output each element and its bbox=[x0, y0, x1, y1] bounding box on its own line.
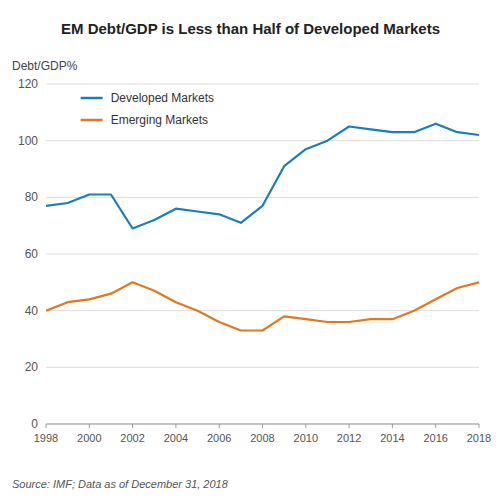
series-line bbox=[46, 282, 479, 330]
y-tick-label: 40 bbox=[25, 304, 39, 318]
chart: EM Debt/GDP is Less than Half of Develop… bbox=[0, 0, 501, 504]
x-tick bbox=[435, 424, 436, 428]
y-axis-label: Debt/GDP% bbox=[12, 59, 78, 73]
x-tick-label: 2014 bbox=[380, 432, 404, 444]
title: EM Debt/GDP is Less than Half of Develop… bbox=[61, 20, 440, 37]
y-tick-label: 0 bbox=[31, 417, 38, 431]
grid-line bbox=[46, 254, 479, 255]
lines bbox=[46, 124, 479, 331]
x-tick-label: 2012 bbox=[337, 432, 361, 444]
legend-label: Emerging Markets bbox=[111, 113, 208, 127]
x-tick bbox=[175, 424, 176, 428]
y-tick-label: 120 bbox=[18, 77, 38, 91]
grid-line bbox=[46, 367, 479, 368]
y-tick-label: 100 bbox=[18, 134, 38, 148]
source-note: Source: IMF; Data as of December 31, 201… bbox=[12, 478, 229, 490]
x-tick bbox=[89, 424, 90, 428]
x-tick bbox=[262, 424, 263, 428]
x-tick-label: 2002 bbox=[120, 432, 144, 444]
x-tick-label: 2016 bbox=[423, 432, 447, 444]
grid-line bbox=[46, 140, 479, 141]
y-tick-label: 80 bbox=[25, 190, 39, 204]
x-tick-label: 2018 bbox=[467, 432, 491, 444]
series-line bbox=[46, 124, 479, 229]
y-tick-label: 60 bbox=[25, 247, 39, 261]
x-tick bbox=[479, 424, 480, 428]
grid-line bbox=[46, 84, 479, 85]
x-tick bbox=[349, 424, 350, 428]
x-tick-label: 2006 bbox=[207, 432, 231, 444]
legend-swatch bbox=[81, 119, 103, 122]
legend-swatch bbox=[81, 97, 103, 100]
legend: Developed Markets Emerging Markets bbox=[81, 91, 214, 127]
x-tick bbox=[392, 424, 393, 428]
x-tick-label: 2008 bbox=[250, 432, 274, 444]
x-tick-label: 2000 bbox=[77, 432, 101, 444]
grid bbox=[46, 84, 479, 424]
x-tick bbox=[219, 424, 220, 428]
x-tick bbox=[305, 424, 306, 428]
grid-line bbox=[46, 197, 479, 198]
y-tick-label: 20 bbox=[25, 360, 39, 374]
legend-label: Developed Markets bbox=[111, 91, 214, 105]
x-tick-label: 2010 bbox=[294, 432, 318, 444]
x-tick-label: 1998 bbox=[34, 432, 58, 444]
x-tick-label: 2004 bbox=[164, 432, 188, 444]
x-tick bbox=[46, 424, 47, 428]
x-tick bbox=[132, 424, 133, 428]
